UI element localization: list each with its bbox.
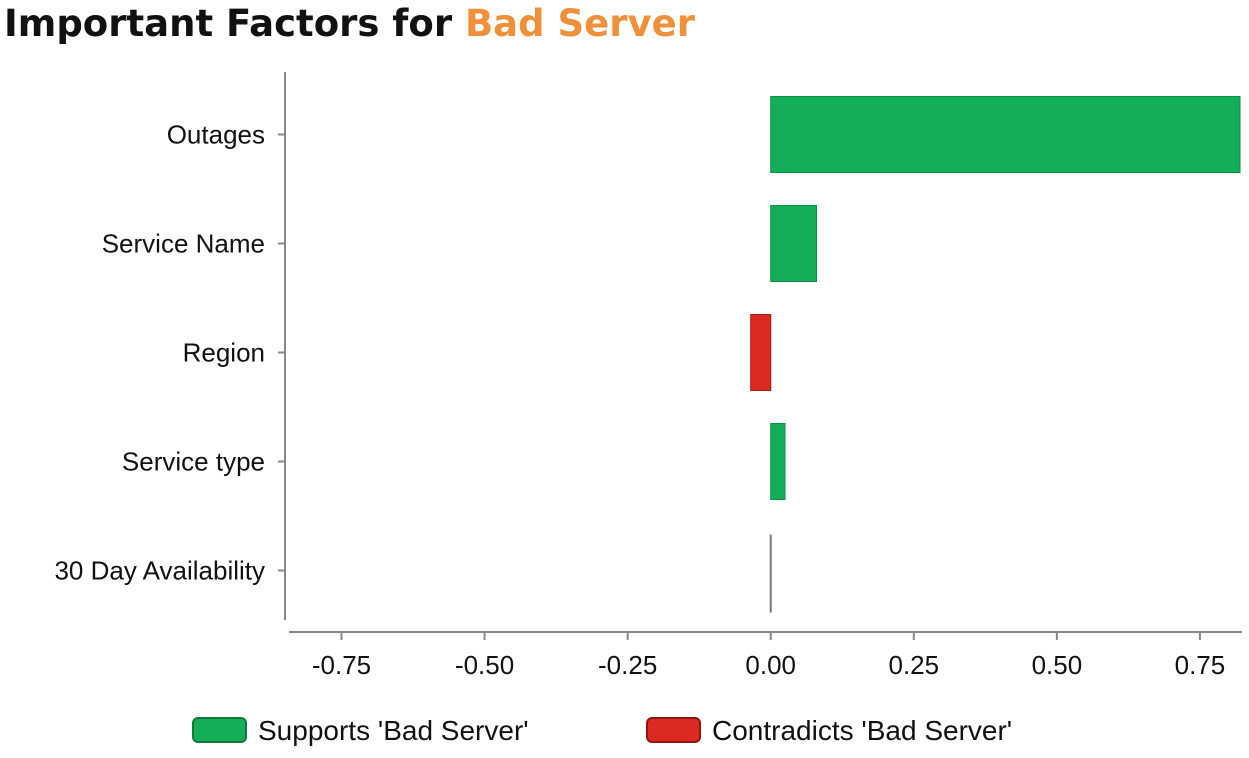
category-label: 30 Day Availability xyxy=(54,556,265,586)
legend-label-supports: Supports 'Bad Server' xyxy=(258,715,529,746)
legend-swatch-contradicts xyxy=(646,717,701,743)
x-tick-label: 0.25 xyxy=(888,650,939,680)
chart-title-highlight: Bad Server xyxy=(464,2,695,45)
chart-title: Important Factors for Bad Server xyxy=(4,2,695,45)
bar xyxy=(770,96,1241,173)
x-tick-label: -0.50 xyxy=(455,650,514,680)
category-label: Region xyxy=(183,338,265,368)
x-tick-label: -0.75 xyxy=(312,650,371,680)
x-tick-label: -0.25 xyxy=(598,650,657,680)
legend-swatch-supports xyxy=(192,717,247,743)
x-tick-label: 0.75 xyxy=(1175,650,1226,680)
bar xyxy=(750,314,772,391)
x-axis: -0.75 -0.50 -0.25 0.00 0.25 0.50 0.75 xyxy=(289,631,1242,680)
bar xyxy=(770,205,818,282)
x-tick-label: 0.00 xyxy=(745,650,796,680)
x-tick-label: 0.50 xyxy=(1032,650,1083,680)
category-label: Service Name xyxy=(102,229,265,259)
category-label: Outages xyxy=(167,120,265,150)
legend: Supports 'Bad Server' Contradicts 'Bad Se… xyxy=(192,715,1012,746)
bars xyxy=(750,96,1241,613)
legend-label-contradicts: Contradicts 'Bad Server' xyxy=(712,715,1012,746)
y-axis: Outages Service Name Region Service type 30 … xyxy=(54,72,286,620)
chart-title-prefix: Important Factors for xyxy=(4,2,453,45)
category-label: Service type xyxy=(122,447,265,477)
bar xyxy=(770,423,786,500)
